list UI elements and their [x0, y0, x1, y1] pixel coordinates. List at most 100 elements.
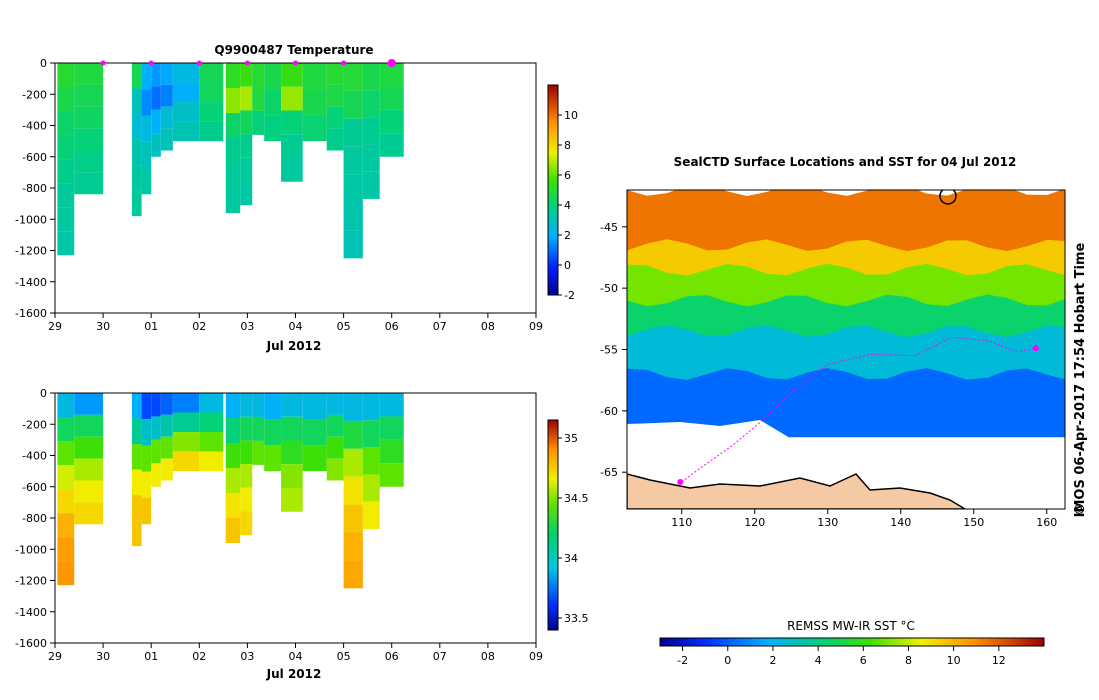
temp-profile-cell	[362, 117, 380, 145]
x-tick-label: 29	[48, 650, 62, 663]
latitude-tick-label: -55	[600, 344, 618, 357]
temp-profile-cell	[281, 63, 303, 87]
sal-profile-cell	[74, 436, 104, 459]
y-tick-label: -400	[22, 450, 47, 463]
sal-profile-cell	[302, 393, 327, 420]
x-tick-label: 09	[529, 320, 543, 333]
sal-profile-cell	[199, 432, 224, 452]
temp-profile-cell	[302, 89, 327, 116]
temp-profile-cell	[141, 141, 152, 168]
temp-profile-cell	[362, 144, 380, 172]
colorbar-tick-label: 34.5	[564, 492, 589, 505]
sal-profile-cell	[151, 416, 161, 440]
x-tick-label: 01	[144, 320, 158, 333]
x-tick-label: 07	[433, 320, 447, 333]
seal-location-point	[1032, 345, 1039, 352]
temp-profile-cell	[264, 89, 282, 116]
sst-map-title: SealCTD Surface Locations and SST for 04…	[674, 155, 1017, 169]
sal-profile-cell	[302, 419, 327, 446]
temp-profile-cell	[362, 171, 380, 199]
sal-profile-cell	[160, 414, 173, 437]
sst-map-longitude-axis: 110 120 130 140 150 160	[671, 509, 1057, 529]
sal-profile-cell	[131, 469, 142, 496]
temp-profile-cell	[343, 230, 363, 259]
sal-profile-cell	[172, 412, 200, 433]
temp-profile-cell	[264, 115, 282, 142]
temp-profile-cell	[74, 128, 104, 151]
longitude-tick-label: 130	[817, 516, 838, 529]
temp-profile-cell	[343, 90, 363, 119]
sal-profile-cell	[74, 393, 104, 415]
sal-profile-cell	[264, 445, 282, 472]
temp-profile-cell	[172, 63, 200, 83]
temperature-profile-cells	[57, 63, 404, 259]
temp-profile-cell	[57, 231, 75, 256]
y-tick-label: -400	[22, 120, 47, 133]
sst-colorbar-tick-label: 4	[815, 654, 822, 667]
temp-profile-cell	[343, 118, 363, 147]
colorbar-tick-label: 4	[564, 199, 571, 212]
sal-profile-cell	[172, 432, 200, 452]
sal-profile-cell	[379, 463, 404, 487]
colorbar-tick-label: 2	[564, 229, 571, 242]
temp-profile-cell	[252, 63, 265, 87]
sst-colorbar	[659, 637, 1045, 647]
latitude-tick-label: -65	[600, 466, 618, 479]
sal-profile-cell	[225, 518, 241, 543]
sal-profile-cell	[281, 393, 303, 417]
sal-profile-cell	[57, 417, 75, 442]
sal-profile-cell	[281, 440, 303, 465]
y-tick-label: -1600	[15, 307, 47, 320]
longitude-tick-label: 160	[1036, 516, 1057, 529]
sal-profile-cell	[240, 464, 253, 488]
temp-profile-cell	[281, 158, 303, 182]
temp-profile-cell	[172, 121, 200, 142]
sst-map-plot: SealCTD Surface Locations and SST for 04…	[600, 155, 1066, 667]
temp-profile-cell	[379, 63, 404, 87]
temp-profile-cell	[281, 110, 303, 135]
temp-profile-cell	[326, 128, 344, 151]
temp-profile-cell	[379, 109, 404, 134]
sal-profile-cell	[57, 561, 75, 586]
y-tick-label: -1000	[15, 213, 47, 226]
temp-profile-cell	[172, 82, 200, 103]
temp-profile-cell	[131, 63, 142, 89]
temp-profile-cell	[74, 106, 104, 129]
x-tick-label: 02	[192, 650, 206, 663]
longitude-tick-label: 120	[744, 516, 765, 529]
sal-profile-cell	[343, 560, 363, 589]
imos-timestamp-caption: IMOS 06-Apr-2017 17:54 Hobart Time	[1073, 242, 1088, 517]
temp-profile-cell	[131, 139, 142, 166]
temp-profile-cell	[343, 202, 363, 231]
sst-colorbar-ticks: -2 0 2 4 6 8 10 12	[677, 646, 1006, 667]
sal-profile-cell	[326, 414, 344, 437]
sal-profile-cell	[281, 464, 303, 488]
sal-profile-cell	[57, 537, 75, 562]
sal-profile-cell	[326, 436, 344, 459]
sal-profile-cell	[131, 418, 142, 445]
temp-profile-cell	[343, 146, 363, 175]
temp-profile-cell	[281, 134, 303, 158]
sal-profile-cell	[131, 520, 142, 547]
sst-field	[627, 190, 1065, 438]
temperature-colorbar	[547, 84, 559, 296]
sal-profile-cell	[57, 489, 75, 514]
x-tick-label: 06	[385, 320, 399, 333]
temp-profile-cell	[151, 63, 161, 87]
temp-profile-cell	[74, 84, 104, 107]
sal-profile-cell	[74, 458, 104, 481]
y-tick-label: -1600	[15, 637, 47, 650]
antarctic-land	[627, 473, 967, 509]
y-tick-label: -600	[22, 151, 47, 164]
sal-profile-cell	[281, 488, 303, 512]
temp-profile-cell	[240, 110, 253, 135]
sal-profile-cell	[225, 443, 241, 468]
longitude-tick-label: 150	[963, 516, 984, 529]
surface-marker	[341, 60, 347, 66]
temperature-y-axis: 0 -200 -400 -600 -800 -1000 -1200 -1400 -1600	[15, 57, 55, 320]
x-tick-label: 03	[240, 320, 254, 333]
sst-colorbar-tick-label: 2	[769, 654, 776, 667]
surface-location-markers	[100, 59, 396, 67]
temp-profile-cell	[199, 121, 224, 142]
